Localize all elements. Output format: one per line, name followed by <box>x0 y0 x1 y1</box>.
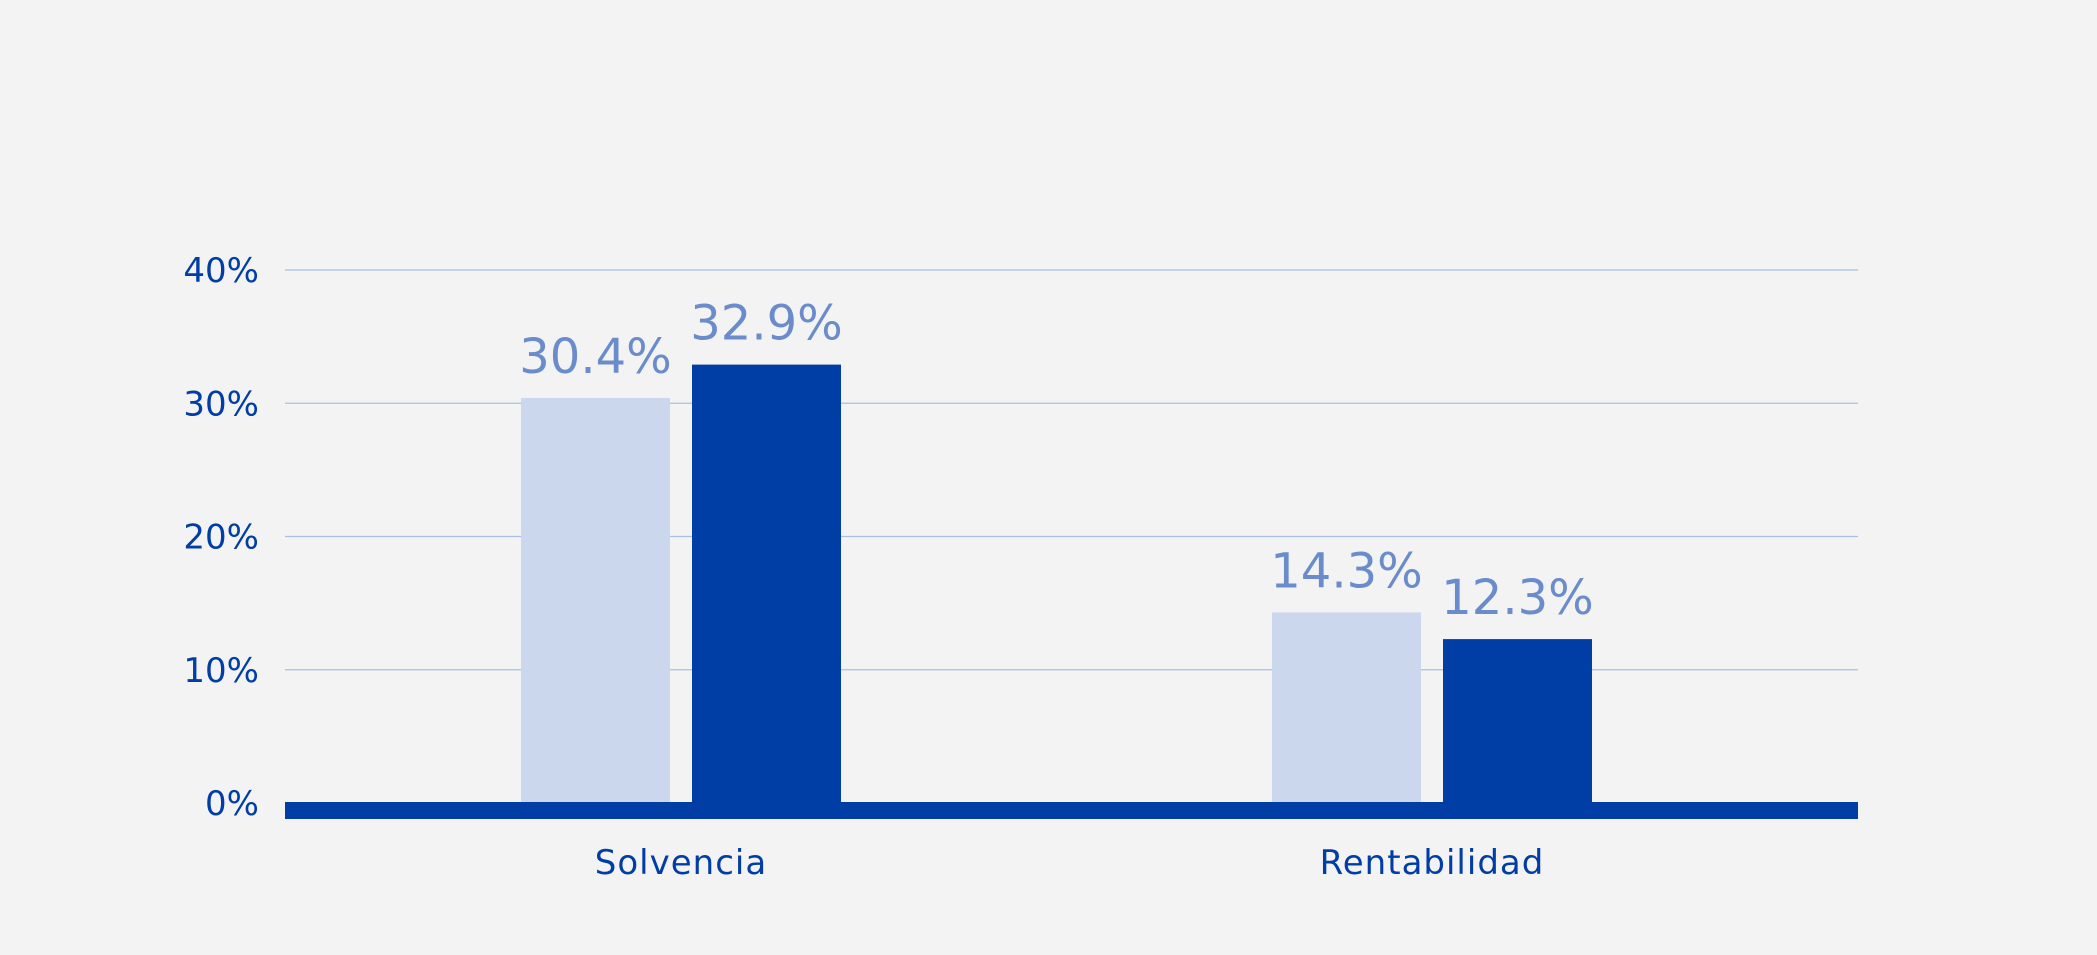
bar <box>521 397 670 803</box>
y-tick-label: 20% <box>183 518 259 558</box>
data-label: 32.9% <box>690 296 842 352</box>
data-label: 30.4% <box>519 329 671 385</box>
bar <box>1272 612 1421 803</box>
y-tick-label: 0% <box>205 784 259 824</box>
x-category-label: Rentabilidad <box>1320 843 1545 883</box>
x-category-label: Solvencia <box>595 843 767 883</box>
y-tick-label: 30% <box>183 384 259 424</box>
data-labels: 30.4% 32.9% 14.3% 12.3% <box>519 296 1593 626</box>
y-tick-label: 40% <box>183 251 259 291</box>
y-axis: 0% 10% 20% 30% 40% <box>183 251 259 824</box>
data-label: 14.3% <box>1270 543 1422 599</box>
x-axis-baseline <box>285 802 1858 819</box>
bar <box>692 364 841 803</box>
x-axis: Solvencia Rentabilidad <box>595 843 1545 883</box>
baseline-bar <box>285 802 1858 819</box>
bars <box>521 364 1592 803</box>
y-tick-label: 10% <box>183 651 259 691</box>
bar <box>1443 639 1592 803</box>
data-label: 12.3% <box>1441 570 1593 626</box>
